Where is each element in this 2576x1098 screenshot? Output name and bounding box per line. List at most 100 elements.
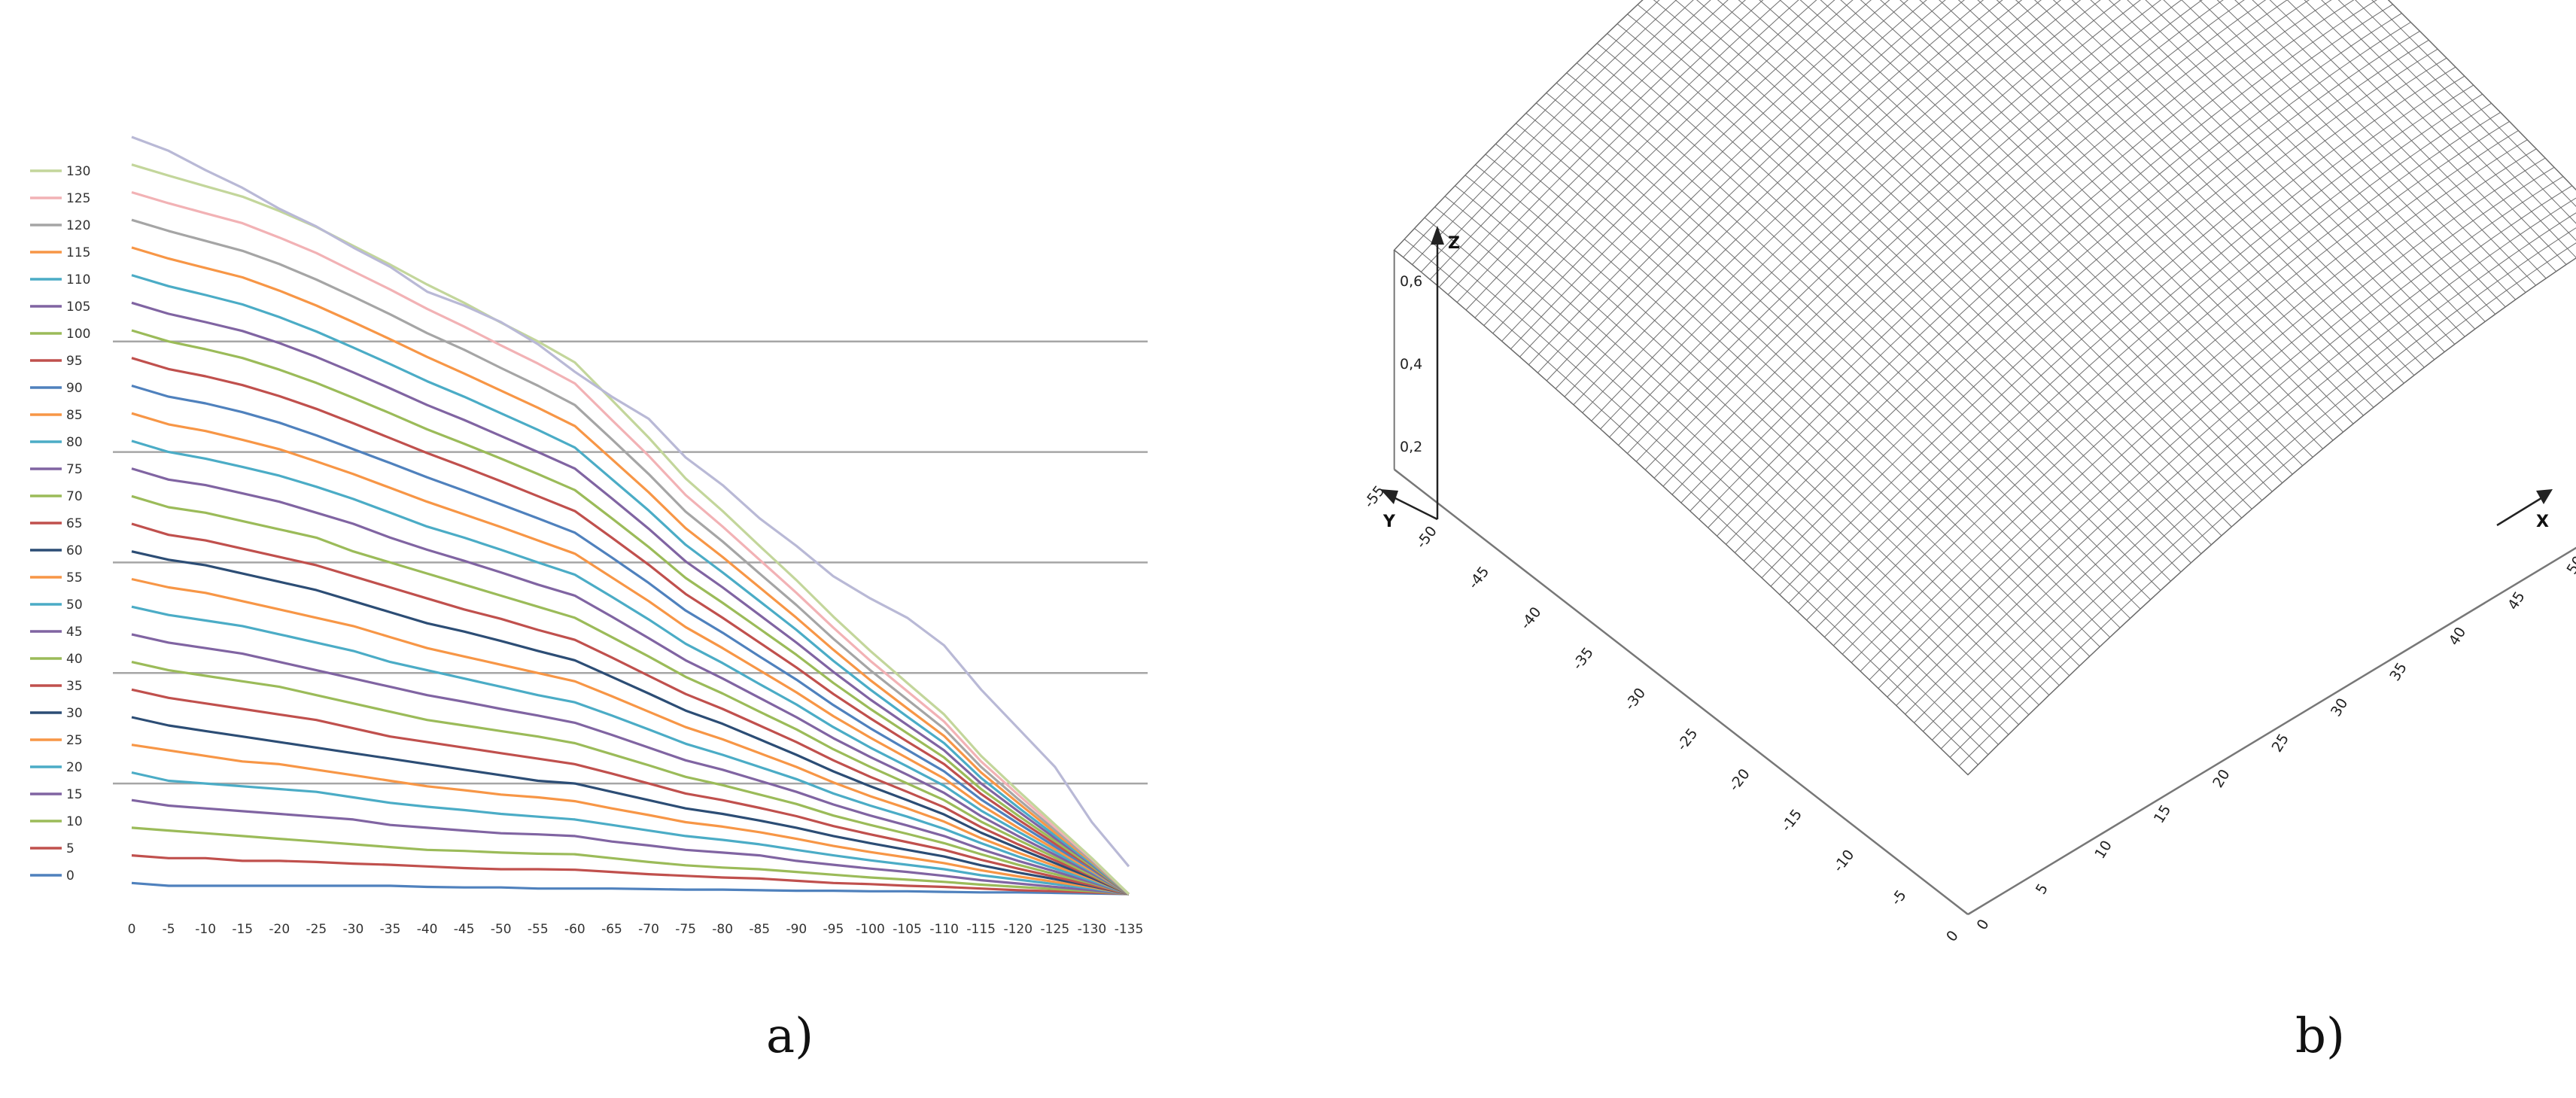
mesh-line [2269, 0, 2547, 279]
mesh-line [1851, 111, 2501, 663]
legend-item: 20 [30, 760, 83, 775]
y-tick-label: -30 [1622, 685, 1649, 713]
series-line [131, 550, 1130, 896]
x-tick-label: -100 [856, 922, 885, 937]
x-tick-label: -25 [306, 922, 327, 937]
mesh-line [1734, 0, 2377, 553]
x-tick-label: -85 [749, 922, 770, 937]
mesh-line [1717, 0, 2332, 537]
legend-item: 25 [30, 733, 83, 748]
x-tick-label: 0 [128, 922, 136, 937]
y-tick-label: -5 [1888, 887, 1910, 908]
series-line [131, 716, 1130, 896]
z-axis-arrow-icon [1431, 226, 1444, 245]
x-tick-label: 20 [2210, 766, 2233, 790]
mesh-line [1600, 0, 2061, 430]
legend-item: 40 [30, 652, 83, 667]
legend-label: 125 [66, 191, 90, 206]
legend-label: 110 [66, 272, 90, 287]
series-line [131, 412, 1130, 896]
x-axis: 0 -5 -10 -15 -20 -25 -30 -35 -40 -45 -50 -55 -60 -65 -… [128, 922, 1144, 937]
series-line [131, 771, 1130, 896]
x-tick-label: -70 [638, 922, 659, 937]
legend-label: 65 [66, 516, 83, 531]
x-tick-label: -55 [528, 922, 549, 937]
x-axis-arrow-icon [2536, 489, 2553, 504]
mesh-line [1403, 0, 1660, 258]
mesh-line [1743, 4, 2393, 561]
series-line [131, 357, 1130, 896]
legend-label: 30 [66, 706, 83, 721]
mesh-line [1806, 66, 2456, 621]
legend-label: 130 [66, 164, 90, 179]
legend-label: 90 [66, 381, 83, 396]
mesh-line [1689, 0, 2267, 512]
mesh-line [1788, 48, 2438, 604]
series-line [131, 190, 1130, 896]
mesh-line [1958, 242, 2576, 767]
legend-label: 50 [66, 598, 83, 613]
mesh-line [1456, 0, 1764, 303]
mesh-line [1421, 0, 1694, 272]
series-line [131, 384, 1130, 896]
x-tick-label: -115 [966, 922, 996, 937]
legend-label: 70 [66, 489, 83, 504]
x-tick-label: -105 [893, 922, 922, 937]
y-tick-label: -55 [1361, 482, 1388, 511]
mesh-line [2337, 0, 2576, 242]
mesh-line [1967, 257, 2576, 775]
legend-item: 80 [30, 435, 83, 450]
mesh-line [1537, 0, 1927, 373]
mesh-line [1519, 0, 1890, 357]
y-tick-label: -10 [1830, 847, 1857, 875]
x-axis-label: X [2536, 513, 2549, 531]
x-tick-label: -90 [786, 922, 807, 937]
legend-item: 60 [30, 543, 83, 558]
legend-label: 35 [66, 679, 83, 694]
surface-mesh [1393, 0, 2576, 776]
series-line [131, 522, 1130, 896]
mesh-line [1644, 0, 2161, 470]
x-tick-label: -110 [929, 922, 959, 937]
x-tick-label: 30 [2328, 695, 2351, 719]
mesh-line [1878, 139, 2528, 689]
legend-label: 20 [66, 760, 83, 775]
y-axis-label: Y [1382, 513, 1396, 531]
legend-label: 15 [66, 787, 83, 802]
series-line [131, 633, 1130, 896]
mesh-line [1940, 212, 2576, 750]
x-tick-label: 0 [1974, 917, 1993, 933]
mesh-line [1465, 0, 1781, 311]
legend-item: 65 [30, 516, 83, 531]
series-line [131, 467, 1130, 896]
legend-item: 30 [30, 706, 83, 721]
legend-label: 105 [66, 300, 90, 315]
mesh-line [1438, 0, 1729, 287]
legend-item: 85 [30, 408, 83, 423]
mesh-line [1564, 0, 1984, 397]
series-line [131, 218, 1130, 896]
mesh-line [1662, 0, 2203, 487]
mesh-line [1671, 0, 2224, 495]
legend-item: 105 [30, 300, 90, 315]
legend-item: 10 [30, 814, 83, 829]
legend-label: 5 [66, 841, 75, 856]
mesh-line [1546, 0, 1946, 382]
bounding-box [1393, 250, 2576, 916]
mesh-line [1869, 130, 2519, 680]
mesh-line [1797, 57, 2447, 613]
legend-item: 100 [30, 327, 90, 342]
x-tick-label: 35 [2386, 660, 2410, 684]
mesh-line [1699, 0, 2288, 520]
y-tick-label: -35 [1569, 644, 1596, 673]
series-line [131, 577, 1130, 896]
mesh-line [2388, 0, 2576, 190]
series-line [131, 744, 1130, 896]
legend-label: 80 [66, 435, 83, 450]
legend-label: 115 [66, 245, 90, 260]
mesh-line [1949, 227, 2576, 758]
series-line [131, 163, 1130, 896]
legend-item: 70 [30, 489, 83, 504]
x-tick-label: -30 [343, 922, 364, 937]
legend-item: 5 [30, 841, 75, 856]
